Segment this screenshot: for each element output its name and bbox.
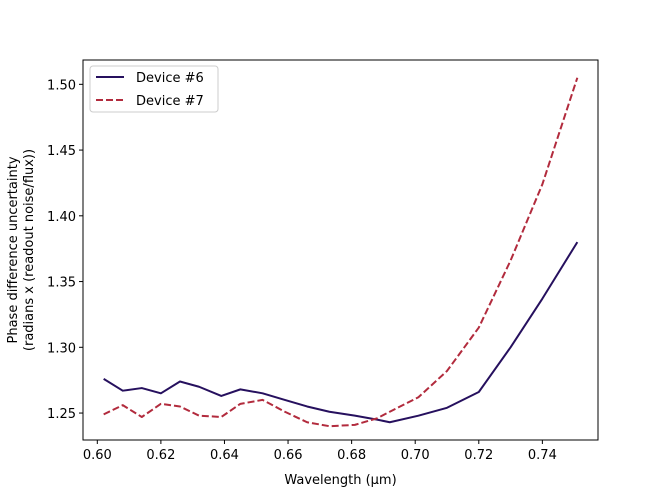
series-line-device-6: [103, 241, 579, 424]
y-tick-label: 1.50: [47, 78, 76, 93]
legend-label-device-6: Device #6: [136, 71, 204, 86]
legend: Device #6 Device #7: [89, 65, 219, 113]
y-axis: 1.25 1.30 1.35 1.40 1.45 1.50: [47, 78, 83, 422]
y-axis-label-line-1: Phase difference uncertainty: [6, 156, 21, 343]
y-tick-label: 1.25: [47, 407, 76, 422]
x-tick-label: 0.72: [464, 448, 493, 463]
x-tick-label: 0.74: [528, 448, 557, 463]
legend-label-device-7: Device #7: [136, 94, 204, 109]
plot-frame: [82, 59, 599, 441]
y-axis-label-line-2: (radians x (readout noise/flux)): [22, 149, 37, 351]
y-tick-label: 1.35: [47, 276, 76, 291]
y-tick-label: 1.45: [47, 144, 76, 159]
x-axis: 0.60 0.62 0.64 0.66 0.68 0.70 0.72 0.74: [83, 440, 557, 463]
x-tick-label: 0.60: [83, 448, 112, 463]
series-layer: [103, 77, 579, 428]
x-tick-label: 0.68: [337, 448, 366, 463]
x-axis-label: Wavelength (μm): [284, 473, 396, 488]
x-tick-label: 0.62: [146, 448, 175, 463]
series-line-device-7: [103, 77, 579, 428]
y-tick-label: 1.30: [47, 341, 76, 356]
y-tick-label: 1.40: [47, 210, 76, 225]
x-tick-label: 0.66: [274, 448, 303, 463]
x-tick-label: 0.64: [210, 448, 239, 463]
x-tick-label: 0.70: [401, 448, 430, 463]
